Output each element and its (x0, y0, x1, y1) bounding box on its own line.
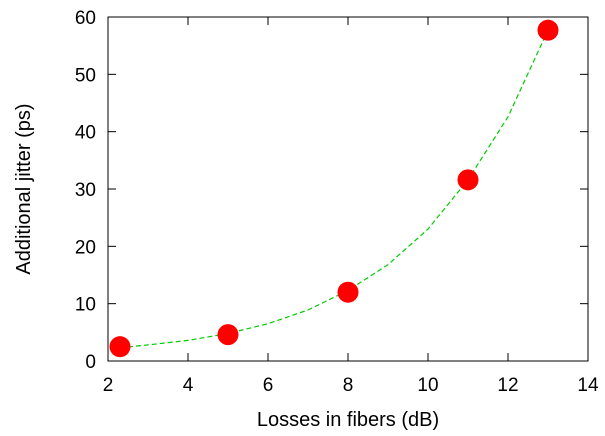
y-axis-label: Additional jitter (ps) (13, 103, 35, 274)
fit-curve (119, 29, 549, 349)
x-tick-label: 2 (103, 375, 114, 396)
x-tick-label: 8 (343, 375, 354, 396)
x-tick-label: 10 (417, 375, 438, 396)
axis-ticks: 2 4 6 8 10 12 14 0 10 20 30 40 50 60 (75, 8, 599, 396)
x-tick-label: 14 (577, 375, 599, 396)
y-tick-label: 10 (75, 295, 96, 316)
data-point (217, 324, 239, 346)
data-point (457, 169, 479, 191)
fit-curve-layer (119, 29, 549, 349)
x-axis-label: Losses in fibers (dB) (257, 409, 439, 431)
y-tick-label: 50 (75, 65, 96, 86)
y-tick-label: 20 (75, 237, 96, 258)
x-tick-label: 4 (183, 375, 194, 396)
data-points-layer (109, 19, 559, 358)
data-point (109, 336, 131, 358)
data-point (537, 19, 559, 41)
y-tick-label: 60 (75, 8, 96, 29)
y-tick-label: 0 (85, 352, 96, 373)
x-tick-label: 12 (497, 375, 518, 396)
y-tick-label: 30 (75, 180, 96, 201)
data-point (337, 281, 359, 303)
y-tick-label: 40 (75, 123, 96, 144)
plot-frame (107, 16, 589, 362)
x-tick-label: 6 (263, 375, 274, 396)
